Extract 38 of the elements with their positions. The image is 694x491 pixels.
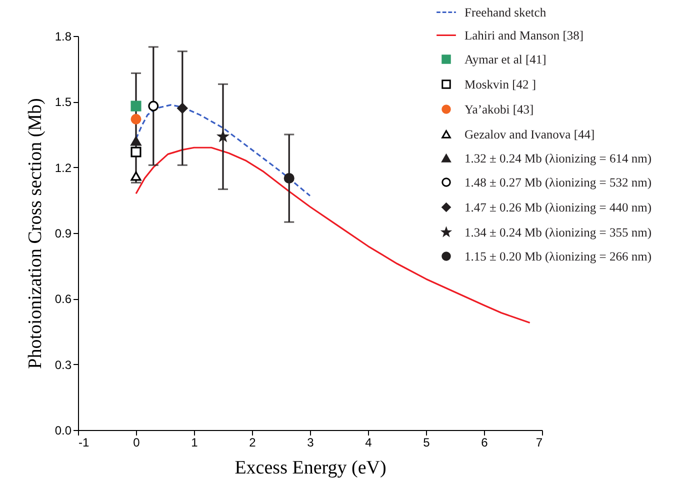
x-tick-label: 6 (481, 436, 488, 450)
point (130, 136, 142, 146)
y-tick-label: 0.0 (54, 424, 72, 438)
legend-label: 1.32 ± 0.24 Mb (λionizing = 614 nm) (464, 151, 652, 166)
x-tick-label: 7 (536, 436, 543, 450)
legend-label: Moskvin [42 ] (464, 77, 536, 92)
x-tick-label: 3 (307, 436, 314, 450)
y-tick-label: 1.5 (54, 95, 72, 110)
point (130, 100, 142, 112)
legend-label: 1.15 ± 0.20 Mb (λionizing = 266 nm) (464, 249, 652, 264)
legend-label: Ya’akobi [43] (464, 102, 534, 116)
legend-label: 1.34 ± 0.24 Mb (λionizing = 355 nm) (464, 225, 652, 240)
legend-label: Freehand sketch (464, 5, 547, 20)
x-tick-label: 2 (249, 436, 256, 450)
y-tick-label: 1.2 (54, 160, 72, 175)
x-axis-title: Excess Energy (eV) (234, 458, 386, 478)
point (284, 173, 294, 184)
point (130, 171, 142, 181)
legend-label: Aymar et al [41] (464, 52, 546, 66)
y-tick-label: 0.6 (54, 292, 72, 306)
legend-label: 1.47 ± 0.26 Mb (λionizing = 440 nm) (464, 200, 652, 214)
point (130, 114, 142, 124)
point (218, 131, 228, 142)
y-tick-label: 0.9 (54, 226, 72, 240)
point (177, 102, 188, 114)
x-tick-label: 5 (423, 436, 430, 450)
legend-label: Gezalov and Ivanova [44] (464, 127, 595, 142)
point (130, 146, 142, 158)
x-tick-label: 0 (133, 436, 140, 450)
y-axis-title: Photoionization Cross section (Mb) (24, 98, 46, 369)
x-tick-label: -1 (78, 436, 90, 450)
y-tick-label: 1.8 (54, 30, 72, 44)
legend-label: Lahiri and Manson [38] (464, 28, 584, 42)
x-tick-label: 4 (365, 436, 372, 450)
point (148, 100, 159, 112)
y-tick-label: 0.3 (54, 358, 72, 372)
legend-label: 1.48 ± 0.27 Mb (λionizing = 532 nm) (464, 175, 652, 190)
x-tick-label: 1 (191, 436, 198, 450)
